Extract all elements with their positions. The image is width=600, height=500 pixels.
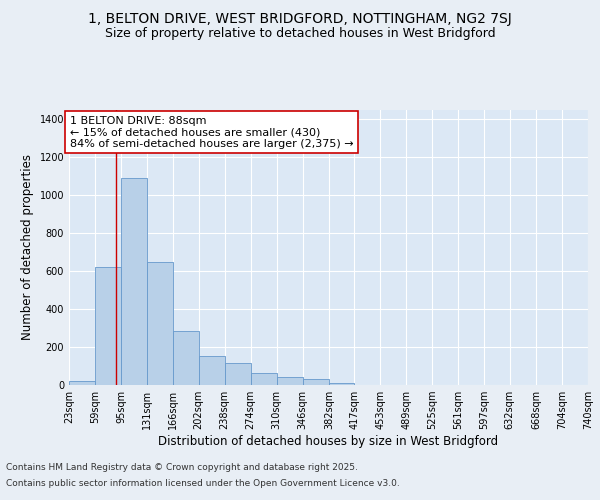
Text: Contains HM Land Registry data © Crown copyright and database right 2025.: Contains HM Land Registry data © Crown c… [6,464,358,472]
Bar [199,356,224,385]
Bar [329,384,354,385]
Text: Contains public sector information licensed under the Open Government Licence v3: Contains public sector information licen… [6,478,400,488]
Bar [95,268,121,385]
Y-axis label: Number of detached properties: Number of detached properties [21,154,34,340]
Text: 1, BELTON DRIVE, WEST BRIDGFORD, NOTTINGHAM, NG2 7SJ: 1, BELTON DRIVE, WEST BRIDGFORD, NOTTING… [88,12,512,26]
Bar [173,331,199,385]
Text: Size of property relative to detached houses in West Bridgford: Size of property relative to detached ho… [104,28,496,40]
Bar [224,363,251,385]
Bar [277,378,303,385]
Text: 1 BELTON DRIVE: 88sqm
← 15% of detached houses are smaller (430)
84% of semi-det: 1 BELTON DRIVE: 88sqm ← 15% of detached … [70,116,353,149]
Bar [147,262,173,385]
Bar [121,178,147,385]
Bar [69,381,95,385]
X-axis label: Distribution of detached houses by size in West Bridgford: Distribution of detached houses by size … [158,435,499,448]
Bar [251,372,277,385]
Bar [303,380,329,385]
